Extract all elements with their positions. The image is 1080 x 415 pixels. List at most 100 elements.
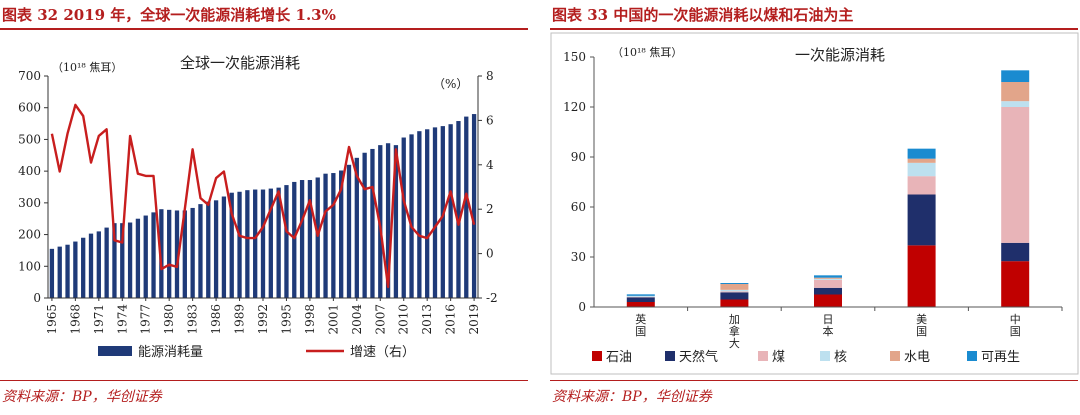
stack-segment [720, 289, 749, 292]
consumption-bar [88, 233, 94, 298]
x-tick-label: 2004 [350, 304, 364, 335]
legend-label: 水电 [904, 350, 930, 365]
figure-33-title: 图表 33 中国的一次能源消耗以煤和石油为主 [552, 6, 854, 24]
stack-segment [814, 275, 842, 278]
legend-swatch [665, 351, 675, 361]
consumption-bar [190, 207, 195, 298]
x-tick-label: 1974 [115, 304, 129, 335]
consumption-bar [425, 129, 430, 298]
consumption-bar [260, 189, 266, 298]
consumption-bar [143, 215, 148, 298]
right-tick-label: 0 [486, 247, 494, 261]
consumption-bar [104, 227, 109, 298]
consumption-bar [198, 204, 203, 298]
left-axis-unit: （10¹⁸ 焦耳） [52, 61, 122, 74]
consumption-bar [49, 248, 55, 298]
x-tick-label: 2016 [444, 304, 458, 335]
x-tick-label: 1995 [279, 304, 293, 335]
stack-segment [720, 284, 749, 290]
stack-segment [907, 194, 936, 246]
consumption-bar [112, 223, 117, 298]
consumption-bar [292, 181, 297, 298]
stack-segment [1001, 82, 1030, 102]
x-tick-label: 1980 [162, 304, 176, 335]
y-tick-label: 90 [571, 150, 586, 164]
left-tick-label: 0 [33, 291, 41, 305]
x-tick-label: 1986 [209, 304, 223, 335]
stack-segment [720, 291, 749, 293]
consumption-bar [127, 222, 133, 298]
chart-frame [550, 32, 1079, 375]
left-tick-label: 200 [18, 228, 41, 242]
category-label: 中国 [1010, 313, 1021, 338]
consumption-bar [417, 131, 422, 298]
footer-rule [550, 380, 1078, 381]
consumption-bar [174, 210, 180, 298]
stack-segment [907, 162, 936, 177]
x-tick-label: 1971 [92, 304, 106, 335]
consumption-bar [221, 196, 227, 298]
title-rule [0, 28, 528, 30]
category-label: 英国 [635, 312, 646, 338]
category-label: 加拿大 [729, 313, 740, 350]
stack-segment [907, 176, 936, 195]
consumption-bar [276, 187, 281, 298]
consumption-bar [159, 209, 164, 298]
consumption-bar [409, 134, 414, 298]
consumption-bar [245, 190, 250, 298]
x-tick-label: 2007 [373, 304, 387, 335]
legend-label-consumption: 能源消耗量 [138, 345, 203, 360]
consumption-bar [65, 244, 70, 298]
footer-rule [0, 380, 528, 381]
consumption-bar [213, 200, 219, 298]
legend-label: 天然气 [679, 349, 718, 365]
consumption-bar [73, 241, 78, 298]
y-tick-label: 30 [571, 250, 586, 264]
consumption-bar [370, 148, 375, 298]
consumption-bar [182, 210, 187, 298]
consumption-bar [362, 152, 367, 298]
legend-label: 可再生 [981, 350, 1020, 365]
legend-swatch [758, 351, 768, 361]
stack-segment [814, 287, 842, 295]
panel-global-energy: 图表 32 2019 年，全球一次能源消耗增长 1.3% 全球一次能源消耗 （1… [0, 0, 530, 415]
global-energy-chart: 全球一次能源消耗 （10¹⁸ 焦耳） （%） 0 100 200 300 400 500 6… [18, 54, 498, 360]
consumption-bar [471, 114, 477, 298]
title-rule [550, 28, 1078, 30]
right-tick-label: 2 [486, 202, 494, 216]
y-tick-label: 0 [578, 300, 586, 314]
category-label: 日本 [823, 313, 834, 338]
chart-title: 全球一次能源消耗 [180, 54, 300, 72]
consumption-bar [346, 164, 352, 298]
stack-segment [1001, 261, 1030, 307]
left-tick-label: 600 [18, 101, 41, 115]
stack-segment [907, 148, 936, 159]
stack-segment [814, 294, 842, 307]
stack-segment [1001, 70, 1030, 82]
source-note: 资料来源：BP，华创证券 [2, 389, 162, 405]
stack-segment [814, 277, 842, 279]
left-axis-unit: （10¹⁸ 焦耳） [612, 46, 682, 59]
stack-segment [626, 296, 655, 298]
stack-segment [814, 279, 842, 288]
left-tick-label: 500 [18, 132, 41, 146]
y-tick-label: 150 [563, 50, 586, 64]
stack-segment [814, 278, 842, 280]
x-tick-label: 1983 [186, 304, 200, 335]
stack-segment [1001, 101, 1030, 107]
stack-segment [720, 299, 749, 307]
x-tick-label: 1992 [256, 304, 270, 335]
stack-segment [626, 297, 655, 302]
legend-swatch-consumption [98, 346, 132, 356]
stack-segment [907, 245, 936, 307]
figure-32-title: 图表 32 2019 年，全球一次能源消耗增长 1.3% [2, 6, 336, 24]
consumption-bar [253, 189, 258, 298]
consumption-bar [323, 173, 328, 298]
consumption-bar [401, 137, 406, 298]
stack-segment [626, 294, 655, 296]
consumption-bar [448, 124, 453, 298]
right-tick-label: 6 [486, 113, 494, 127]
consumption-bar [268, 188, 273, 298]
legend-label-growth: 增速（右） [350, 345, 415, 360]
consumption-bar [57, 246, 62, 298]
